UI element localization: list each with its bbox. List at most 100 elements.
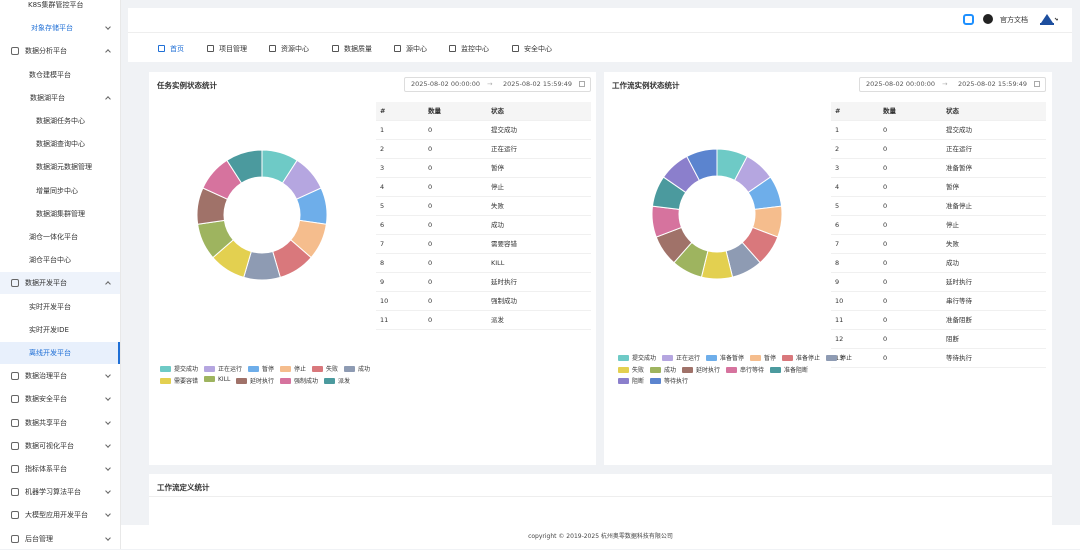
legend-item[interactable]: 成功 [344, 364, 370, 373]
chevron [105, 465, 111, 471]
sidebar-item[interactable]: 机器学习算法平台 [0, 481, 120, 503]
sidebar-item[interactable]: 实时开发IDE [0, 319, 120, 341]
sidebar-item[interactable]: 数据开发平台 [0, 272, 120, 295]
sidebar-item[interactable]: 数仓建模平台 [0, 64, 120, 86]
legend-swatch [750, 355, 761, 361]
sidebar-item[interactable]: 指标体系平台 [0, 458, 120, 480]
legend-item[interactable]: 延时执行 [236, 376, 274, 385]
sidebar-item[interactable]: 实时开发平台 [0, 296, 120, 318]
sidebar-item[interactable]: 数据治理平台 [0, 365, 120, 387]
date-range[interactable]: 2025-08-02 00:00:00 → 2025-08-02 15:59:49 [404, 77, 591, 92]
date-start: 2025-08-02 00:00:00 [866, 80, 936, 88]
sidebar-item[interactable]: 离线开发平台 [0, 342, 120, 364]
table-cell: 12 [835, 335, 844, 343]
sidebar-item[interactable]: 数据可视化平台 [0, 435, 120, 457]
sidebar-label: 数据安全平台 [25, 395, 67, 404]
donut-slice[interactable] [686, 148, 718, 182]
legend-item[interactable]: 派发 [324, 376, 350, 385]
sidebar-label: 增量同步中心 [36, 186, 78, 195]
sidebar-icon [11, 372, 19, 381]
sidebar-item[interactable]: 数据安全平台 [0, 388, 120, 410]
legend-label: 停止 [294, 366, 307, 373]
legend-item[interactable]: 暂停 [248, 364, 274, 373]
github-icon[interactable] [983, 14, 993, 24]
legend-item[interactable]: 准备暂停 [706, 353, 744, 362]
table-cell: 10 [380, 297, 389, 305]
sidebar-item[interactable]: 数据分析平台 [0, 40, 120, 62]
legend-item[interactable]: 提交成功 [618, 353, 656, 362]
sidebar-item[interactable]: 湖仓一体化平台 [0, 226, 120, 248]
nav-tab[interactable]: 源中心 [394, 44, 427, 54]
legend-item[interactable]: 准备阻断 [770, 365, 808, 374]
sidebar-item[interactable]: 数据湖任务中心 [0, 110, 120, 132]
sidebar-label: 实时开发IDE [29, 325, 69, 334]
table-cell: 失败 [491, 202, 504, 210]
legend-item[interactable]: 失败 [618, 365, 644, 374]
sidebar: K8S集群管控平台 对象存储平台 数据分析平台 数仓建模平台 数据湖平台 数据湖任务中心数… [0, 0, 121, 549]
legend-item[interactable]: 停止 [280, 364, 306, 373]
sidebar-item[interactable]: 对象存储平台 [0, 17, 120, 39]
table-cell: 0 [428, 316, 433, 324]
legend-item[interactable]: 串行等待 [726, 365, 764, 374]
sidebar-icon [11, 465, 19, 473]
legend-swatch [312, 366, 323, 372]
legend-item[interactable]: 准备停止 [782, 353, 820, 362]
legend-label: 准备停止 [796, 355, 821, 362]
nav-tab[interactable]: 数据质量 [332, 44, 372, 54]
table-cell: 0 [428, 145, 433, 153]
user-avatar[interactable] [1038, 11, 1058, 27]
sidebar-item[interactable]: 数据湖元数据管理 [0, 156, 120, 178]
legend-item[interactable]: 失败 [312, 364, 338, 373]
table-cell: 0 [883, 145, 888, 153]
legend-swatch [248, 366, 259, 372]
legend-item[interactable]: 停止 [826, 353, 852, 362]
table-row: 3 0 准备暂停 [831, 159, 1046, 178]
sidebar-label: 数据治理平台 [25, 372, 67, 381]
table-cell: 5 [380, 202, 385, 210]
legend-item[interactable]: 成功 [650, 365, 676, 374]
nav-tab[interactable]: 项目管理 [207, 44, 247, 54]
sidebar-item[interactable]: 大模型应用开发平台 [0, 504, 120, 526]
sidebar-item[interactable]: 后台管理 [0, 528, 120, 550]
legend-item[interactable]: 提交成功 [160, 364, 198, 373]
sidebar-label: 离线开发平台 [29, 349, 71, 357]
legend-item[interactable]: 强制成功 [280, 376, 318, 385]
task-instance-panel: 任务实例状态统计 2025-08-02 00:00:00 → 2025-08-02 1… [149, 72, 596, 465]
legend-item[interactable]: 正在运行 [662, 353, 700, 362]
nav-tab[interactable]: 首页 [158, 44, 184, 54]
legend-item[interactable]: 延时执行 [682, 365, 720, 374]
header-cell: 状态 [491, 107, 504, 115]
legend-item[interactable]: 暂停 [750, 353, 776, 362]
header-cell: # [380, 107, 386, 115]
app-icon[interactable] [963, 14, 974, 25]
legend-swatch [618, 366, 629, 373]
sidebar-item[interactable]: 数据湖查询中心 [0, 133, 120, 155]
table-cell: 正在运行 [946, 145, 972, 153]
sidebar-item[interactable]: K8S集群管控平台 [0, 0, 120, 16]
sidebar-item[interactable]: 数据湖平台 [0, 87, 120, 109]
nav-tab[interactable]: 安全中心 [512, 44, 552, 54]
table-cell: 0 [883, 335, 888, 343]
legend-item[interactable]: 等待执行 [650, 376, 688, 385]
nav-tab[interactable]: 监控中心 [449, 44, 489, 54]
sidebar-icon [11, 279, 19, 288]
chevron [105, 441, 111, 448]
sidebar-item[interactable]: 数据湖集群管理 [0, 203, 120, 225]
legend-item[interactable]: 阻断 [618, 376, 644, 385]
legend-item[interactable]: 需要容错 [160, 376, 198, 385]
table-cell: 0 [428, 164, 433, 172]
table-cell: 3 [835, 164, 840, 172]
nav-tab[interactable]: 资源中心 [269, 44, 309, 54]
nav-label: 监控中心 [461, 45, 489, 53]
legend-item[interactable]: KILL [204, 375, 230, 383]
table-cell: 10 [835, 297, 844, 305]
sidebar-item[interactable]: 湖仓平台中心 [0, 249, 120, 271]
donut-slice[interactable] [226, 149, 263, 184]
date-range[interactable]: 2025-08-02 00:00:00 → 2025-08-02 15:59:49 [859, 77, 1046, 92]
legend-item[interactable]: 正在运行 [204, 364, 242, 373]
table-cell: 0 [428, 278, 433, 286]
docs-link[interactable]: 官方文档 [1000, 16, 1028, 24]
legend-label: 正在运行 [676, 355, 701, 362]
sidebar-item[interactable]: 数据共享平台 [0, 412, 120, 434]
sidebar-item[interactable]: 增量同步中心 [0, 180, 120, 202]
